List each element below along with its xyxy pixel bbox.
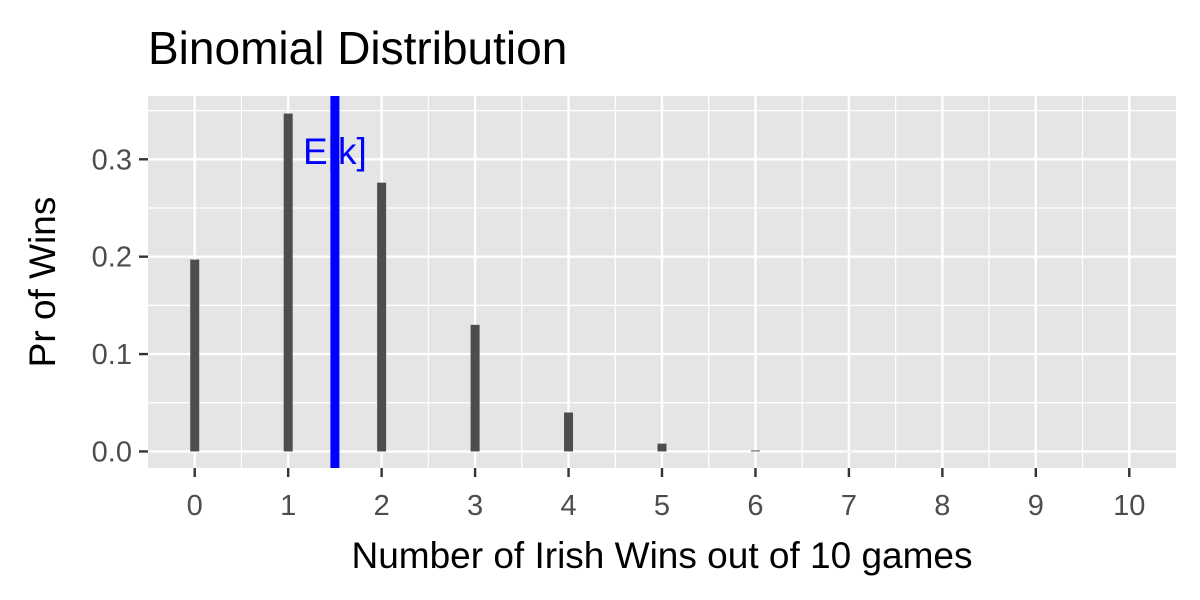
x-tick-label: 7 — [841, 490, 857, 522]
x-tick-label: 10 — [1113, 490, 1145, 522]
bar-5 — [657, 443, 667, 452]
y-tick-label: 0.2 — [92, 242, 132, 274]
x-tick-label: 8 — [934, 490, 950, 522]
bars — [190, 113, 1134, 452]
y-tick-label: 0.1 — [92, 339, 132, 371]
bar-4 — [564, 412, 574, 452]
grid-lines — [148, 96, 1176, 468]
y-axis: 0.0 0.1 0.2 0.3 — [92, 144, 148, 468]
x-tick-label: 3 — [467, 490, 483, 522]
bar-3 — [470, 324, 480, 452]
y-tick-label: 0.0 — [92, 436, 132, 468]
expected-value-label: E[k] — [303, 131, 367, 172]
chart-title: Binomial Distribution — [148, 22, 567, 74]
bar-6 — [750, 450, 760, 452]
expected-value-line-group: E[k] — [303, 96, 367, 468]
bar-2 — [377, 182, 387, 452]
x-tick-label: 6 — [747, 490, 763, 522]
y-axis-label: Pr of Wins — [22, 197, 63, 368]
x-tick-label: 4 — [560, 490, 576, 522]
x-tick-label: 1 — [280, 490, 296, 522]
x-axis-label: Number of Irish Wins out of 10 games — [351, 535, 972, 576]
bar-0 — [190, 259, 200, 452]
x-tick-label: 5 — [654, 490, 670, 522]
x-tick-label: 9 — [1028, 490, 1044, 522]
x-axis: 0 1 2 3 4 5 6 7 8 9 10 — [187, 468, 1145, 522]
x-tick-label: 2 — [374, 490, 390, 522]
bar-1 — [283, 113, 293, 452]
x-tick-label: 0 — [187, 490, 203, 522]
y-tick-label: 0.3 — [92, 144, 132, 176]
